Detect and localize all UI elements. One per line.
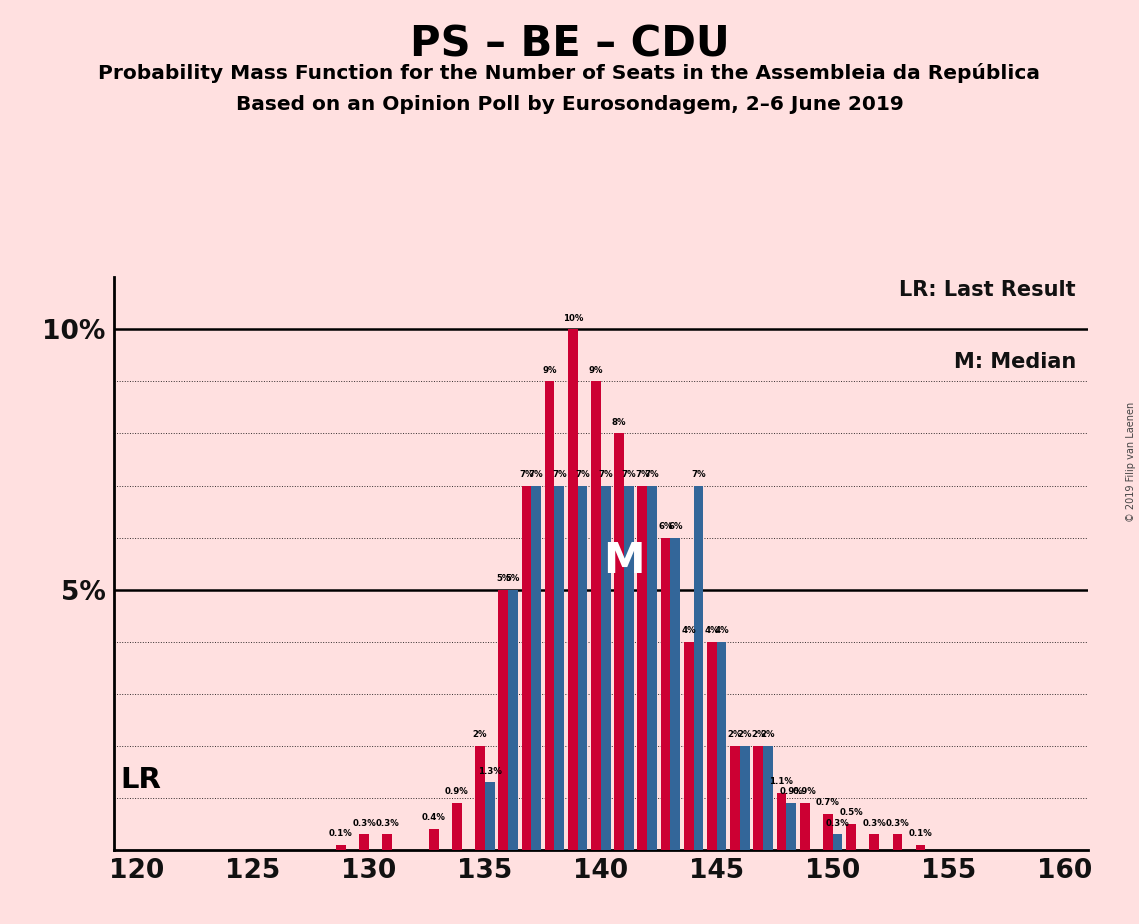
Bar: [383, 834, 392, 850]
Text: 0.4%: 0.4%: [421, 813, 445, 822]
Text: 9%: 9%: [542, 366, 557, 374]
Bar: [730, 746, 740, 850]
Bar: [452, 803, 461, 850]
Text: 0.3%: 0.3%: [376, 819, 399, 828]
Bar: [544, 382, 555, 850]
Text: M: M: [604, 540, 645, 582]
Bar: [485, 783, 494, 850]
Bar: [577, 485, 588, 850]
Bar: [647, 485, 657, 850]
Text: 2%: 2%: [751, 730, 765, 739]
Bar: [624, 485, 633, 850]
Text: 9%: 9%: [589, 366, 604, 374]
Bar: [823, 814, 833, 850]
Bar: [694, 485, 703, 850]
Text: 4%: 4%: [705, 626, 719, 635]
Bar: [475, 746, 485, 850]
Bar: [716, 642, 727, 850]
Bar: [786, 803, 796, 850]
Bar: [508, 590, 518, 850]
Text: 4%: 4%: [714, 626, 729, 635]
Text: 7%: 7%: [575, 469, 590, 479]
Bar: [916, 845, 925, 850]
Text: 7%: 7%: [636, 469, 649, 479]
Bar: [359, 834, 369, 850]
Text: 0.1%: 0.1%: [909, 829, 933, 838]
Bar: [499, 590, 508, 850]
Text: 0.9%: 0.9%: [779, 787, 803, 796]
Bar: [336, 845, 346, 850]
Bar: [800, 803, 810, 850]
Text: 7%: 7%: [598, 469, 613, 479]
Bar: [568, 329, 577, 850]
Bar: [763, 746, 773, 850]
Text: 4%: 4%: [681, 626, 696, 635]
Text: 0.7%: 0.7%: [816, 797, 839, 807]
Bar: [683, 642, 694, 850]
Bar: [777, 793, 786, 850]
Text: 2%: 2%: [473, 730, 487, 739]
Text: 0.3%: 0.3%: [885, 819, 909, 828]
Bar: [522, 485, 531, 850]
Text: 0.1%: 0.1%: [329, 829, 353, 838]
Text: 0.9%: 0.9%: [793, 787, 817, 796]
Text: 7%: 7%: [691, 469, 706, 479]
Bar: [661, 538, 671, 850]
Text: LR: LR: [121, 766, 162, 794]
Text: © 2019 Filip van Laenen: © 2019 Filip van Laenen: [1125, 402, 1136, 522]
Text: 7%: 7%: [528, 469, 543, 479]
Bar: [753, 746, 763, 850]
Text: 0.3%: 0.3%: [826, 819, 850, 828]
Bar: [833, 834, 843, 850]
Text: Probability Mass Function for the Number of Seats in the Assembleia da República: Probability Mass Function for the Number…: [98, 63, 1041, 83]
Bar: [893, 834, 902, 850]
Text: 6%: 6%: [667, 522, 682, 530]
Text: LR: Last Result: LR: Last Result: [900, 280, 1076, 300]
Text: 7%: 7%: [552, 469, 566, 479]
Bar: [846, 824, 855, 850]
Bar: [531, 485, 541, 850]
Bar: [555, 485, 564, 850]
Bar: [614, 433, 624, 850]
Text: 0.5%: 0.5%: [839, 808, 863, 817]
Text: 0.3%: 0.3%: [862, 819, 886, 828]
Text: 1.3%: 1.3%: [478, 767, 501, 775]
Text: 5%: 5%: [506, 574, 521, 583]
Text: 1.1%: 1.1%: [770, 777, 794, 786]
Text: 10%: 10%: [563, 313, 583, 322]
Text: 0.3%: 0.3%: [352, 819, 376, 828]
Bar: [671, 538, 680, 850]
Text: M: Median: M: Median: [953, 352, 1076, 371]
Bar: [601, 485, 611, 850]
Bar: [428, 829, 439, 850]
Text: 2%: 2%: [761, 730, 776, 739]
Text: PS – BE – CDU: PS – BE – CDU: [410, 23, 729, 65]
Text: 7%: 7%: [645, 469, 659, 479]
Text: 5%: 5%: [495, 574, 510, 583]
Bar: [638, 485, 647, 850]
Bar: [740, 746, 749, 850]
Text: 2%: 2%: [728, 730, 743, 739]
Bar: [869, 834, 879, 850]
Text: 2%: 2%: [738, 730, 752, 739]
Bar: [707, 642, 716, 850]
Text: 7%: 7%: [519, 469, 534, 479]
Text: 8%: 8%: [612, 418, 626, 427]
Text: 0.9%: 0.9%: [445, 787, 469, 796]
Text: Based on an Opinion Poll by Eurosondagem, 2–6 June 2019: Based on an Opinion Poll by Eurosondagem…: [236, 95, 903, 115]
Text: 6%: 6%: [658, 522, 673, 530]
Text: 7%: 7%: [622, 469, 637, 479]
Bar: [591, 382, 600, 850]
